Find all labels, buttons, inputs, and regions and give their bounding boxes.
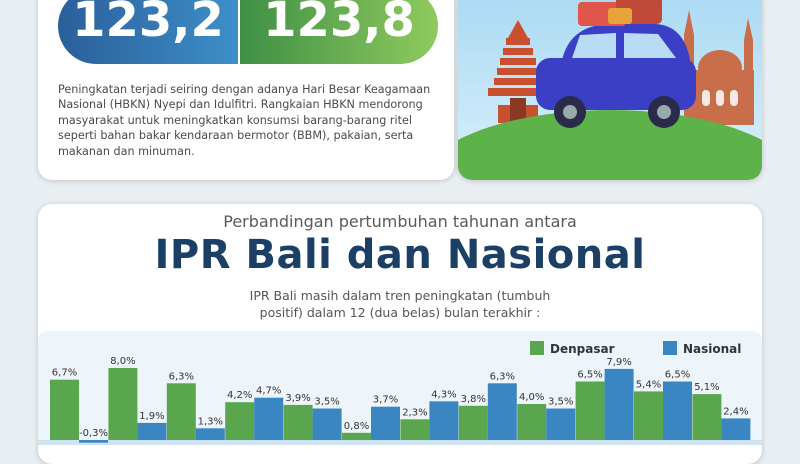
bar-denpasar-12: [692, 394, 722, 440]
bar-denpasar-4: [225, 402, 255, 440]
bar-denpasar-10: [575, 381, 605, 440]
label-denpasar-2: 8,0%: [110, 356, 135, 367]
travel-car-icon: [458, 0, 762, 180]
bar-denpasar-11: [634, 391, 663, 440]
bar-denpasar-9: [517, 404, 547, 440]
comparison-subtitle: Perbandingan pertumbuhan tahunan antara: [223, 212, 577, 231]
bar-nasional-7: [429, 401, 459, 440]
bar-denpasar-5: [283, 404, 313, 440]
ipr-value-right-badge: 123,8: [240, 0, 438, 64]
label-denpasar-10: 6,5%: [577, 370, 602, 381]
ipr-value-left-badge: 123,2: [58, 0, 238, 64]
label-denpasar-1: 6,7%: [52, 368, 77, 379]
legend-nasional: Nasional: [663, 341, 741, 357]
label-nasional-12: 2,4%: [723, 406, 748, 417]
label-nasional-2: 1,9%: [139, 411, 164, 422]
legend-denpasar: Denpasar: [530, 341, 615, 357]
label-denpasar-5: 3,9%: [285, 393, 310, 404]
bar-nasional-3: [195, 428, 225, 440]
label-nasional-8: 6,3%: [490, 371, 515, 382]
label-nasional-11: 6,5%: [665, 370, 690, 381]
label-nasional-9: 3,5%: [548, 397, 573, 408]
travel-illustration: [458, 0, 762, 180]
label-nasional-5: 3,5%: [314, 397, 339, 408]
label-denpasar-3: 6,3%: [169, 371, 194, 382]
ipr-value-left: 123,2: [72, 0, 224, 48]
bar-nasional-12: [721, 418, 751, 440]
comparison-note: IPR Bali masih dalam tren peningkatan (t…: [249, 288, 551, 320]
legend-denpasar-swatch: [530, 341, 544, 355]
bar-denpasar-2: [108, 368, 138, 440]
label-denpasar-8: 3,8%: [461, 394, 486, 405]
label-denpasar-7: 2,3%: [402, 407, 427, 418]
chart-baseline-band: [38, 440, 762, 445]
legend-nasional-label: Nasional: [683, 342, 742, 356]
summary-description: Peningkatan terjadi seiring dengan adany…: [58, 83, 431, 158]
comparison-title: IPR Bali dan Nasional: [154, 232, 646, 278]
bar-denpasar-7: [400, 419, 430, 440]
growth-chart-svg: 6,7% -0,3% 8,0% 1,9% 6,3% 1,3% 4,2% 4,7% 3,9% 3,5…: [38, 356, 762, 445]
bar-nasional-2: [137, 422, 167, 440]
bar-denpasar-6: [342, 432, 371, 440]
growth-chart: 6,7% -0,3% 8,0% 1,9% 6,3% 1,3% 4,2% 4,7% 3,9% 3,5…: [38, 331, 762, 445]
ipr-value-right: 123,8: [263, 0, 415, 48]
bar-denpasar-1: [50, 379, 79, 440]
label-nasional-7: 4,3%: [431, 389, 456, 400]
bar-nasional-10: [604, 368, 634, 440]
legend-denpasar-label: Denpasar: [550, 342, 615, 356]
label-denpasar-11: 5,4%: [636, 379, 661, 390]
label-nasional-6: 3,7%: [373, 395, 398, 406]
label-nasional-3: 1,3%: [198, 416, 223, 427]
bar-nasional-5: [312, 408, 342, 440]
bar-denpasar-8: [458, 405, 488, 440]
bar-nasional-11: [663, 381, 692, 440]
bar-nasional-8: [487, 383, 517, 440]
label-denpasar-9: 4,0%: [519, 392, 544, 403]
legend-nasional-swatch: [663, 341, 677, 355]
bar-nasional-9: [546, 408, 576, 440]
label-nasional-4: 4,7%: [256, 386, 281, 397]
label-nasional-10: 7,9%: [606, 357, 631, 368]
label-denpasar-12: 5,1%: [694, 382, 719, 393]
bar-denpasar-3: [166, 383, 196, 440]
bar-nasional-4: [254, 397, 284, 440]
label-denpasar-4: 4,2%: [227, 390, 252, 401]
label-denpasar-6: 0,8%: [344, 421, 369, 432]
label-nasional-1: -0,3%: [79, 428, 108, 439]
bar-nasional-1: [79, 440, 108, 443]
bar-nasional-6: [371, 406, 400, 440]
